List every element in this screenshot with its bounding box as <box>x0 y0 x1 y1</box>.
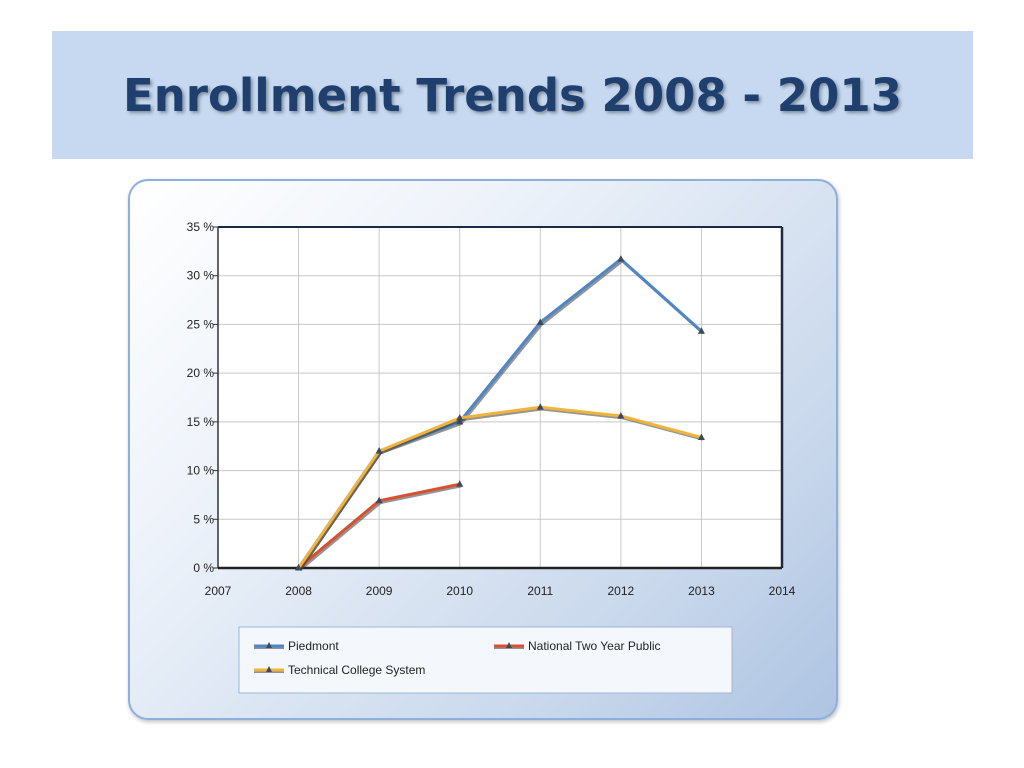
y-tick-label: 15 % <box>187 415 215 429</box>
slide-title: Enrollment Trends 2008 - 2013 <box>122 68 903 122</box>
data-point-marker <box>536 318 544 325</box>
axes <box>213 226 784 570</box>
y-tick-label: 25 % <box>187 317 215 331</box>
y-tick-label: 10 % <box>187 464 215 478</box>
plot-area <box>218 227 782 568</box>
data-point-marker <box>295 564 303 571</box>
legend-marker <box>266 666 272 672</box>
y-tick-label: 20 % <box>187 366 215 380</box>
y-tick-label: 30 % <box>187 269 215 283</box>
tick-labels: 2007 2008 2009 2010 2011 2012 2013 2014 0 % 5 % 10… <box>187 220 796 598</box>
data-point-marker <box>697 433 705 440</box>
x-tick-label: 2009 <box>366 584 393 598</box>
data-point-marker <box>617 255 625 262</box>
data-point-marker <box>697 327 705 334</box>
series-shadow <box>299 407 704 571</box>
y-tick-label: 5 % <box>193 512 214 526</box>
x-tick-label: 2007 <box>205 584 232 598</box>
data-point-marker <box>375 447 383 454</box>
legend-item: National Two Year Public <box>494 639 661 653</box>
legend-marker <box>266 642 272 648</box>
data-point-marker <box>456 480 464 487</box>
legend-label: Piedmont <box>288 639 339 653</box>
legend: Piedmont National Two Year Public Technica… <box>254 639 661 677</box>
y-tick-label: 35 % <box>187 220 215 234</box>
legend-item: Technical College System <box>254 663 425 677</box>
x-tick-label: 2011 <box>527 584 553 598</box>
legend-marker <box>506 642 512 648</box>
title-band: Enrollment Trends 2008 - 2013 <box>52 31 973 159</box>
y-tick-label: 0 % <box>193 561 214 575</box>
series-layer <box>295 255 705 571</box>
data-point-marker <box>456 413 464 421</box>
series-line-technical-college-system <box>297 405 702 569</box>
legend-box <box>238 626 733 694</box>
data-point-marker <box>617 412 625 419</box>
data-point-marker <box>375 496 383 504</box>
legend-label: National Two Year Public <box>528 639 661 653</box>
x-tick-label: 2012 <box>608 584 635 598</box>
x-tick-label: 2010 <box>446 584 473 598</box>
data-point-marker <box>536 403 544 410</box>
x-tick-label: 2008 <box>285 584 312 598</box>
legend-label: Technical College System <box>288 663 425 677</box>
legend-item: Piedmont <box>254 639 339 653</box>
x-tick-label: 2014 <box>769 584 796 598</box>
x-tick-label: 2013 <box>688 584 715 598</box>
